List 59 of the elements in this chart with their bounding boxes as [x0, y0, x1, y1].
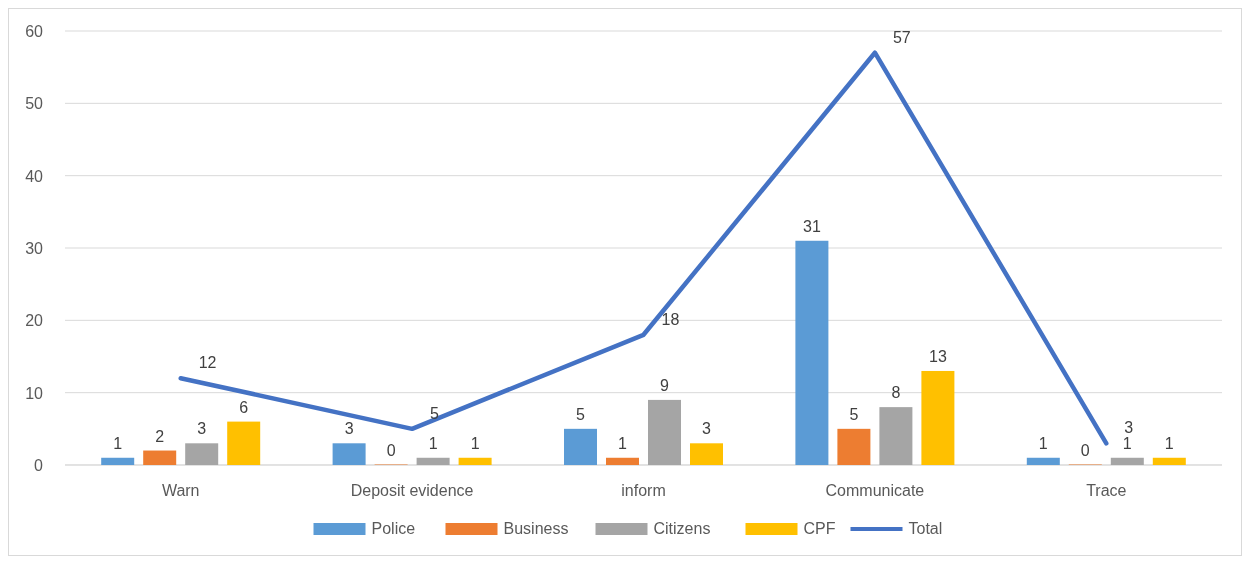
bar — [1110, 457, 1144, 465]
x-tick-label: Warn — [161, 482, 200, 499]
data-label: 18 — [661, 310, 680, 328]
data-label: 0 — [386, 442, 396, 459]
bar — [458, 457, 492, 465]
data-label: 8 — [891, 384, 901, 402]
bar — [837, 428, 871, 465]
x-tick-label: inform — [621, 482, 666, 499]
x-tick-label: Communicate — [825, 482, 925, 499]
bar — [795, 240, 829, 465]
bar — [1026, 457, 1060, 465]
data-label: 3 — [197, 420, 207, 438]
data-label: 1 — [1164, 434, 1174, 452]
data-label: 13 — [929, 347, 947, 365]
data-label: 5 — [576, 405, 586, 423]
data-label: 3 — [702, 420, 712, 438]
legend-label: Total — [908, 520, 943, 537]
x-tick-label: Deposit evidence — [350, 482, 474, 499]
bar — [606, 457, 639, 465]
data-label: 0 — [1080, 442, 1090, 459]
bar — [227, 421, 261, 465]
bar — [416, 457, 450, 465]
y-tick-label: 40 — [25, 167, 44, 185]
y-tick-label: 0 — [34, 457, 44, 474]
data-label: 1 — [113, 434, 123, 452]
bar — [1152, 457, 1186, 465]
legend-label: Police — [371, 520, 416, 537]
bar — [648, 399, 681, 465]
data-label: 3 — [344, 420, 354, 438]
y-tick-label: 10 — [25, 384, 44, 402]
data-label: 1 — [428, 434, 438, 452]
legend-label: Citizens — [653, 520, 711, 537]
bar — [101, 457, 135, 465]
data-label: 2 — [155, 427, 165, 445]
data-label: 5 — [849, 405, 859, 423]
data-label: 9 — [660, 376, 670, 394]
y-tick-label: 50 — [25, 95, 44, 113]
bar — [921, 370, 955, 465]
bar — [143, 450, 177, 465]
bar — [185, 443, 219, 465]
data-label: 12 — [198, 354, 217, 372]
data-label: 1 — [470, 434, 480, 452]
data-label: 31 — [803, 217, 821, 235]
legend-label: CPF — [803, 520, 836, 537]
x-tick-label: Trace — [1086, 482, 1127, 499]
bar — [690, 443, 723, 465]
bar — [564, 428, 597, 465]
y-tick-label: 20 — [25, 312, 44, 330]
data-label: 6 — [239, 398, 249, 416]
data-label: 57 — [892, 28, 911, 46]
y-tick-label: 60 — [25, 23, 44, 40]
bar — [332, 443, 366, 465]
data-label: 3 — [1124, 419, 1134, 437]
data-label: 1 — [618, 434, 628, 452]
data-label: 1 — [1038, 434, 1048, 452]
bar — [879, 407, 913, 465]
y-tick-label: 30 — [25, 240, 44, 257]
legend-label: Business — [503, 520, 569, 537]
data-label: 1 — [1122, 434, 1132, 452]
